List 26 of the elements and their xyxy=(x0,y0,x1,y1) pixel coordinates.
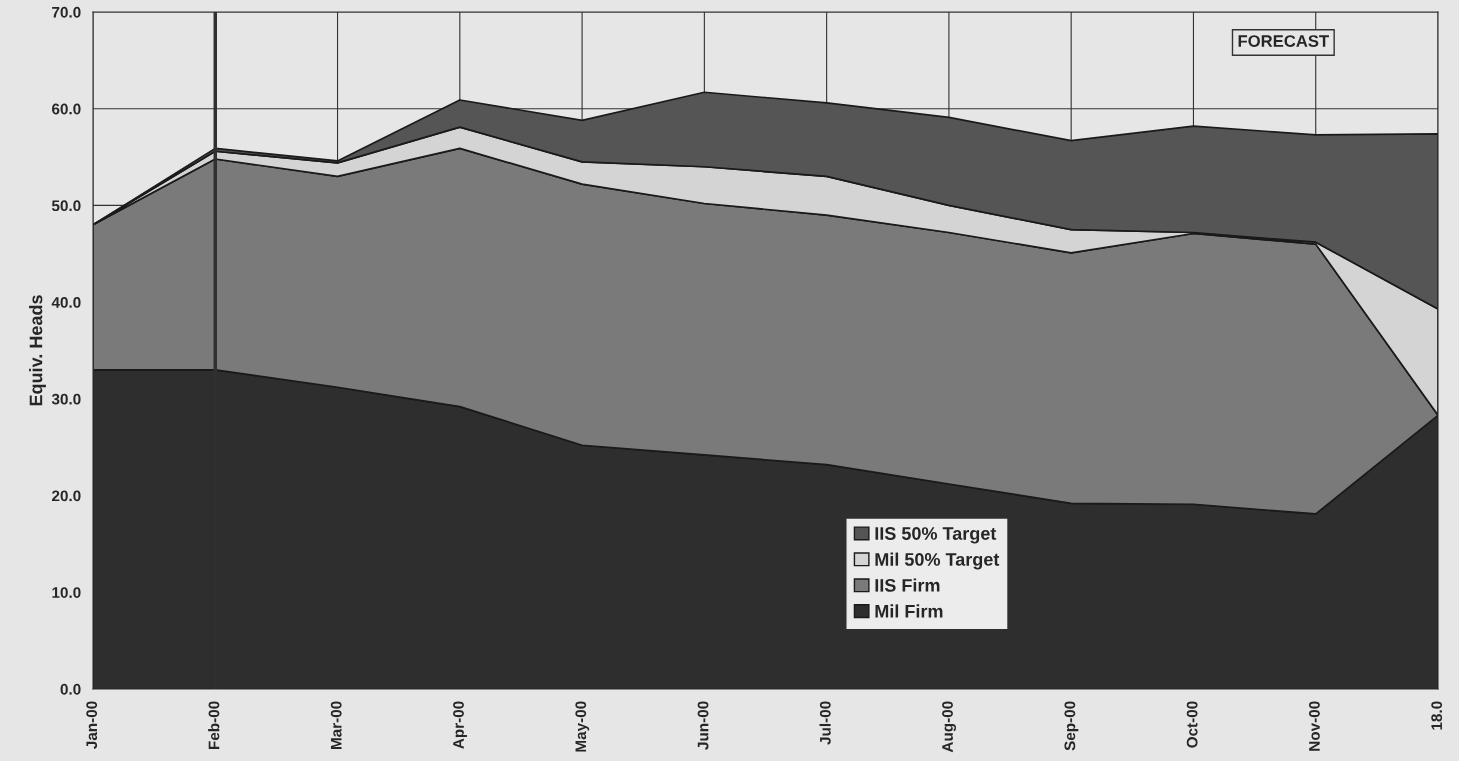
legend-label: Mil Firm xyxy=(875,604,943,618)
y-tick-label: 0.0 xyxy=(60,683,81,695)
y-axis-title: Equiv. Heads xyxy=(29,295,46,406)
x-tick-label: Jan-00 xyxy=(86,701,98,749)
annotation: FORECAST xyxy=(1238,35,1329,47)
x-tick-label: Apr-00 xyxy=(453,701,467,749)
x-tick-label: Jul-00 xyxy=(819,701,831,745)
x-tick-label: 18.0 xyxy=(1431,701,1443,730)
y-tick-label: 50.0 xyxy=(51,200,81,212)
x-tick-label: Mar-00 xyxy=(330,701,342,750)
legend-label: Mil 50% Target xyxy=(875,552,1000,570)
legend-label: IIS 50% Target xyxy=(875,527,997,544)
y-tick-label: 40.0 xyxy=(51,297,81,308)
x-tick-label: Aug-00 xyxy=(942,701,957,753)
y-tick-label: 70.0 xyxy=(52,6,81,18)
x-tick-label: Sep-00 xyxy=(1064,701,1079,751)
x-tick-label: Oct-00 xyxy=(1186,701,1198,748)
x-tick-label: May-00 xyxy=(575,701,590,752)
x-tick-label: Feb-00 xyxy=(208,701,220,750)
x-tick-label: Nov-00 xyxy=(1309,701,1320,751)
y-tick-label: 60.0 xyxy=(52,103,81,115)
legend-label: IIS Firm xyxy=(875,578,940,592)
x-tick-label: Jun-00 xyxy=(697,701,709,750)
y-tick-label: 20.0 xyxy=(51,490,81,502)
y-tick-label: 30.0 xyxy=(51,393,81,405)
y-tick-label: 10.0 xyxy=(52,587,81,598)
